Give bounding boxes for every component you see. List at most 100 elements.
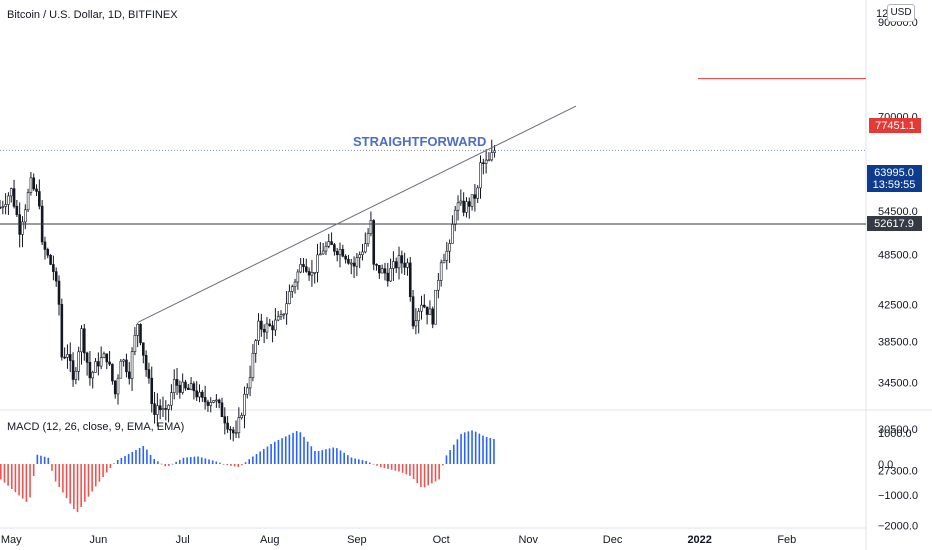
candle-body [125,359,128,373]
candle-body [262,328,266,333]
candle [321,243,325,255]
candle [341,244,345,258]
candle-body [490,152,494,161]
candle [347,254,350,265]
macd-bar [18,464,20,496]
candle [212,400,215,404]
candle-body [32,177,36,190]
candle-body [327,241,331,247]
macd-bar [445,455,448,464]
macd-bar [237,464,240,467]
candle [459,189,463,206]
candle [265,317,269,340]
candle-body [442,260,446,264]
macd-bar [73,464,75,510]
candle [310,259,314,287]
macd-tick-label: −2000.0 [878,521,918,533]
macd-bar [376,464,378,466]
macd-bar [25,464,28,502]
macd-bar [310,446,313,464]
price-tick-label: 54500.0 [878,206,918,218]
macd-bar [266,446,269,464]
candle [9,187,13,203]
macd-bar [427,464,430,486]
macd-bar [164,464,166,467]
candle [389,258,392,283]
candle-body [352,262,356,267]
candle-body [172,379,176,393]
candle-body [68,354,72,361]
time-axis-label: Dec [603,534,623,546]
candle [304,258,308,273]
candle-body [21,221,24,235]
candle [425,306,429,325]
candle [127,362,131,385]
macd-bar [442,464,444,466]
candle-body [105,353,109,363]
macd-bar [357,459,360,464]
candle [372,219,376,271]
macd-bar [423,464,426,488]
macd-bar [456,439,459,464]
candle [170,384,173,411]
candle-body [113,380,117,395]
target-price-badge: 77451.1 [869,118,921,133]
candle [1,200,5,215]
candle [178,380,182,399]
candle [260,313,263,337]
currency-selector[interactable]: USD [887,4,915,22]
macd-bar [482,435,484,464]
candle-body [234,432,238,435]
candle-body [254,340,258,354]
candle [147,362,151,384]
candle [288,284,291,305]
macd-bar [21,464,24,499]
current-price-label: 63995.0 [874,167,914,179]
candle-body [251,352,255,378]
candle-body [358,254,361,258]
candle [299,257,302,274]
macd-bar [127,453,130,464]
candle [142,342,145,364]
candle [319,242,322,256]
macd-bar [255,453,258,464]
candle [358,251,361,269]
candle-body [52,264,55,272]
candle [316,243,319,283]
candle-body [366,233,370,245]
candle-body [243,393,246,416]
candle-body [212,400,215,403]
candle [366,228,370,247]
candle-body [400,255,404,264]
candle [254,338,258,363]
candle-body [260,320,263,330]
countdown-label: 13:59:55 [873,179,916,191]
candle-body [279,314,283,318]
macd-bar [241,464,243,466]
candle-body [139,323,142,344]
candle-body [9,188,13,197]
macd-bar [343,452,345,464]
candle [167,404,170,423]
macd-bar [189,457,192,464]
target-price-label: 77451.1 [875,120,915,132]
candle [248,365,252,397]
candle-body [142,342,145,356]
candle [313,271,317,284]
candle-body [330,241,333,245]
candle-body [206,401,210,406]
candle-body [341,249,345,257]
candle [473,183,477,212]
candle [414,308,418,335]
macd-bar [197,456,199,464]
price-axis-ticks: 100000.090000.070000.054500.048500.04250… [878,17,918,478]
macd-bar [317,450,320,464]
candle-body [201,391,204,398]
candle [448,239,451,264]
candle-body [302,264,305,268]
macd-bar [230,464,232,466]
macd-bar [102,464,104,478]
macd-bar [252,456,254,464]
current-price-badge: 63995.0 13:59:55 [867,165,922,192]
candle-body [431,308,435,325]
